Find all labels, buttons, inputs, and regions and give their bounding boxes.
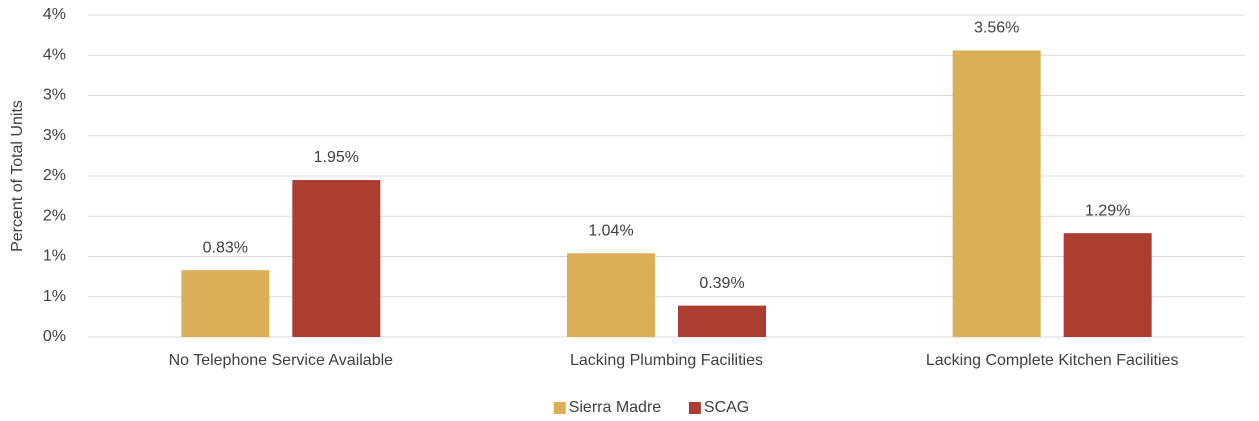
y-tick-label: 3% [43, 127, 66, 144]
legend-label: SCAG [704, 399, 749, 416]
y-tick-label: 3% [43, 87, 66, 104]
bar [567, 253, 655, 337]
bar [678, 305, 766, 337]
bar [1063, 233, 1152, 337]
x-tick-label: Lacking Complete Kitchen Facilities [926, 352, 1179, 369]
bar [292, 180, 381, 337]
y-tick-label: 1% [43, 248, 66, 265]
data-label: 0.83% [203, 239, 248, 256]
bar [181, 270, 270, 337]
x-tick-label: No Telephone Service Available [169, 352, 394, 369]
data-label: 1.04% [588, 222, 633, 239]
data-label: 3.56% [974, 20, 1019, 37]
x-tick-label: Lacking Plumbing Facilities [570, 352, 763, 369]
y-tick-label: 4% [43, 6, 66, 23]
y-tick-label: 1% [43, 288, 66, 305]
legend-label: Sierra Madre [569, 399, 662, 416]
legend-swatch [553, 402, 566, 414]
y-tick-label: 2% [43, 207, 66, 224]
bar [952, 50, 1041, 338]
y-axis-title: Percent of Total Units [9, 100, 26, 252]
data-label: 0.39% [699, 275, 744, 292]
data-label: 1.29% [1085, 202, 1130, 219]
legend-swatch [688, 402, 701, 414]
y-tick-label: 4% [43, 46, 66, 63]
data-label: 1.95% [314, 149, 359, 166]
y-tick-label: 0% [43, 328, 66, 345]
y-tick-label: 2% [43, 167, 66, 184]
